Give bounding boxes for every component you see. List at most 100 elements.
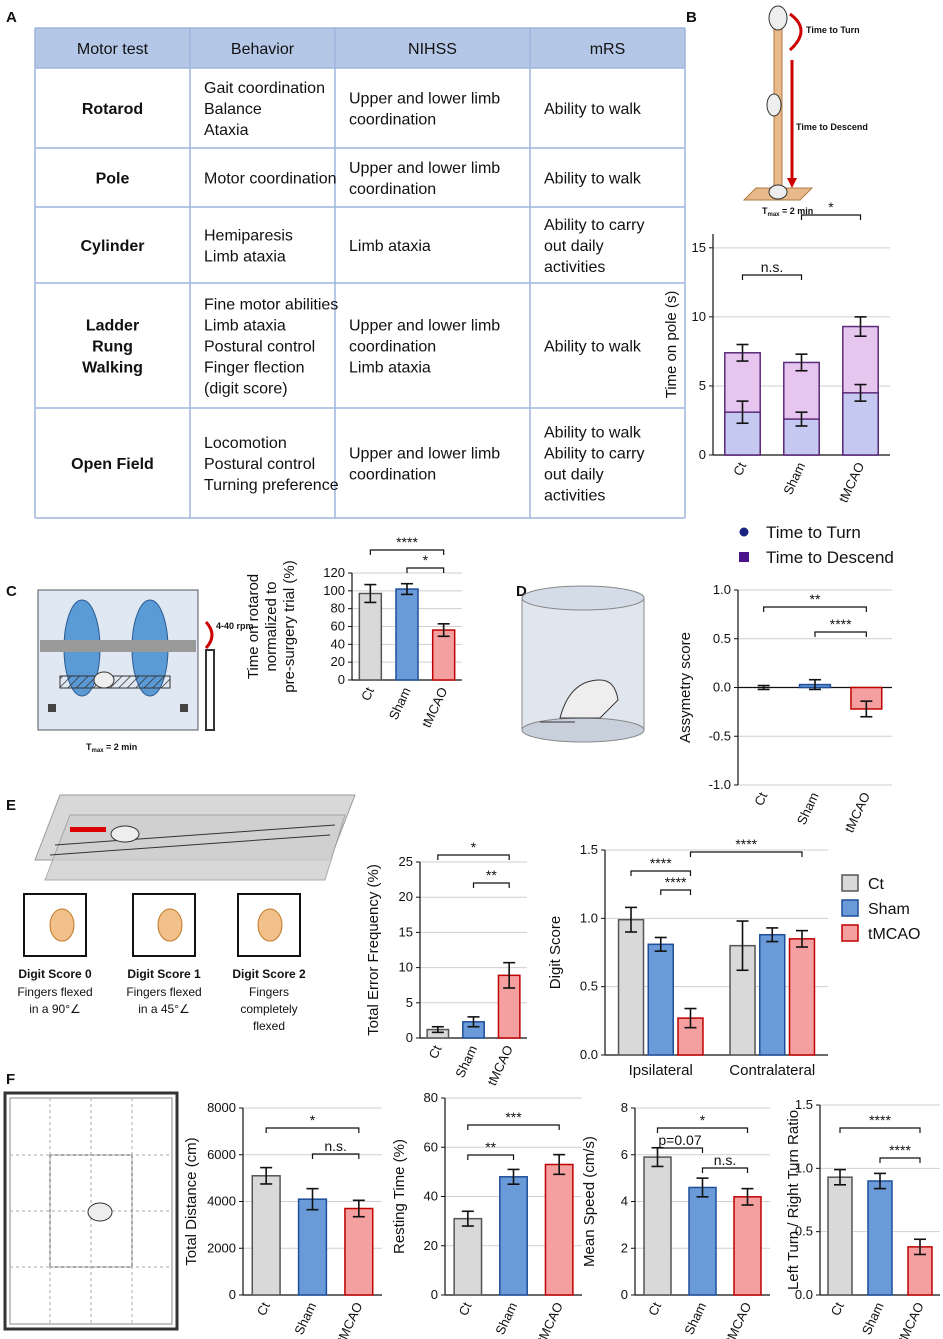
significance-label: **: [486, 867, 497, 883]
chart: 0 2 4 6 8 Mean Speed (cm/s) Ct Sham tMCAO * p=0.07…: [581, 1100, 770, 1339]
x-tick-label: tMCAO: [534, 1300, 566, 1339]
table-cell: (digit score): [204, 381, 288, 398]
y-tick-label: -0.5: [709, 728, 731, 743]
bar: [431, 629, 456, 681]
table-cell: Ability to walk: [544, 339, 642, 356]
table-cell: Ability to carry: [544, 446, 644, 463]
significance-label: ****: [735, 836, 757, 852]
legend-label: Time to Turn: [766, 523, 861, 542]
table-row-head: Pole: [96, 171, 130, 188]
table-row-head: Open Field: [71, 456, 154, 473]
y-tick-label: 120: [323, 565, 345, 580]
y-axis-label: normalized to: [263, 581, 280, 671]
x-tick-label: Sham: [291, 1300, 319, 1337]
table-row-head: Cylinder: [80, 238, 144, 255]
digit-caption: in a 45°∠: [138, 1002, 190, 1016]
significance-label: *: [423, 552, 429, 568]
y-tick-label: 40: [331, 636, 345, 651]
table-cell: Hemiparesis: [204, 228, 293, 245]
table-cell: Limb ataxia: [349, 238, 431, 255]
y-tick-label: 10: [399, 960, 413, 975]
table-row-head: Ladder: [86, 318, 139, 335]
tmax: Tmax = 2 min: [762, 206, 813, 218]
bar: [647, 943, 674, 1056]
y-axis-label: Total Distance (cm): [183, 1137, 200, 1265]
table-cell: Postural control: [204, 339, 315, 356]
table-cell: Ability to walk: [544, 101, 642, 118]
ladder-illustration: [23, 794, 356, 957]
bar: [358, 592, 383, 681]
y-axis-label: Resting Time (%): [391, 1139, 408, 1254]
y-tick-label: 20: [424, 1238, 438, 1253]
chart: 0 2000 4000 6000 8000 Total Distance (cm) Ct Sh…: [183, 1100, 382, 1339]
y-tick-label: 0: [338, 672, 345, 687]
bar: [842, 392, 879, 456]
table-header: Motor test: [77, 41, 149, 58]
significance-bracket: [800, 214, 862, 220]
significance-bracket: [437, 854, 510, 860]
significance-label: *: [828, 199, 834, 215]
significance-label: p=0.07: [658, 1132, 701, 1148]
table-cell: coordination: [349, 112, 436, 129]
table-row-head: Rotarod: [82, 101, 143, 118]
table-cell: coordination: [349, 467, 436, 484]
digit-caption: Fingers flexed: [126, 985, 201, 999]
y-tick-label: 100: [323, 583, 345, 598]
significance-label: **: [485, 1139, 496, 1155]
y-tick-label: 4000: [207, 1194, 236, 1209]
significance-bracket: [311, 1153, 360, 1159]
bar: [759, 933, 786, 1056]
x-tick-label: Ct: [455, 1300, 474, 1318]
bar: [788, 938, 816, 1056]
x-tick-label: tMCAO: [723, 1300, 755, 1339]
bar: [617, 918, 645, 1056]
y-tick-label: 25: [399, 854, 413, 869]
table-cell: Ability to walk: [544, 425, 642, 442]
y-tick-label: 20: [331, 654, 345, 669]
table-header: Behavior: [231, 41, 295, 58]
y-tick-label: -1.0: [709, 777, 731, 792]
y-tick-label: 20: [399, 889, 413, 904]
table-cell: Upper and lower limb: [349, 446, 500, 463]
significance-bracket: [660, 889, 692, 895]
significance-label: ****: [889, 1142, 911, 1158]
significance-bracket: [689, 851, 803, 857]
significance-bracket: [701, 1167, 749, 1173]
table-header: mRS: [590, 41, 626, 58]
y-tick-label: 6: [621, 1147, 628, 1162]
y-tick-label: 1.0: [580, 910, 598, 925]
significance-bracket: [467, 1124, 560, 1130]
y-tick-label: 60: [424, 1139, 438, 1154]
y-tick-label: 80: [424, 1090, 438, 1105]
bar: [733, 1196, 762, 1296]
legend-label: tMCAO: [868, 926, 920, 943]
table-header: NIHSS: [408, 41, 457, 58]
y-axis-label: Time on pole (s): [663, 291, 680, 399]
significance-bracket: [839, 1127, 921, 1133]
significance-label: *: [471, 839, 477, 855]
y-tick-label: 0.0: [580, 1047, 598, 1062]
digit-title: Digit Score 0: [18, 967, 92, 981]
pole-label: Time to Turn: [806, 25, 860, 35]
x-tick-label: Sham: [492, 1300, 520, 1337]
y-tick-label: 15: [399, 924, 413, 939]
table-cell: out daily: [544, 467, 604, 484]
x-tick-label: Ipsilateral: [629, 1062, 693, 1079]
table-cell: Ability to walk: [544, 171, 642, 188]
y-tick-label: 60: [331, 619, 345, 634]
x-tick-label: Ct: [425, 1043, 444, 1061]
panel-label: E: [6, 797, 16, 814]
significance-label: ****: [665, 874, 687, 890]
significance-bracket: [763, 606, 867, 612]
x-tick-label: Sham: [452, 1043, 480, 1080]
y-tick-label: 8: [621, 1100, 628, 1115]
bar: [867, 1180, 893, 1296]
chart: 0.0 0.5 1.0 1.5 Digit Score Ipsilateral Contra…: [547, 836, 920, 1079]
x-tick-label: Ct: [828, 1300, 847, 1318]
legend-label: Ct: [868, 876, 885, 893]
open-field-illustration: [3, 1091, 179, 1331]
digit-caption: flexed: [253, 1019, 285, 1033]
table-cell: Ability to carry: [544, 217, 644, 234]
significance-bracket: [741, 274, 803, 280]
